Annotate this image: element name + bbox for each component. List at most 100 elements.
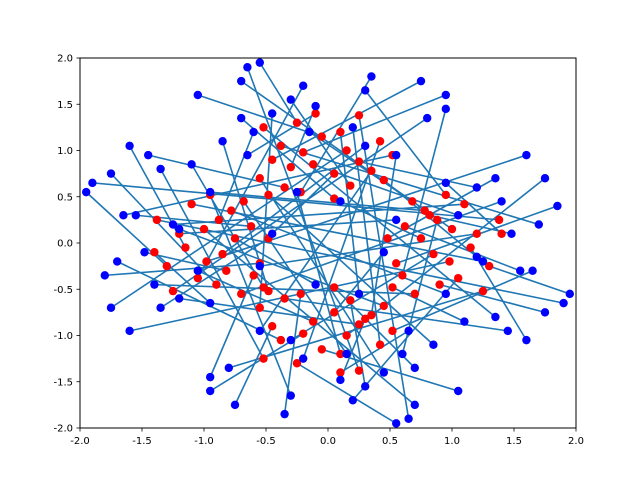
blue-point-81 [379, 248, 388, 257]
red-point-44 [346, 181, 355, 190]
red-point-25 [454, 273, 463, 283]
blue-point-2 [441, 289, 450, 299]
blue-point-3 [299, 81, 308, 90]
blue-point-8 [361, 141, 370, 151]
connection-line-19 [110, 173, 217, 286]
blue-point-28 [150, 280, 159, 289]
connection-line-94 [246, 112, 317, 156]
connection-line-60 [302, 94, 447, 154]
red-point-89 [425, 211, 434, 220]
red-point-77 [354, 320, 364, 329]
blue-point-55 [472, 183, 481, 192]
blue-point-74 [193, 266, 202, 275]
red-point-53 [375, 137, 385, 146]
blue-point-25 [348, 396, 357, 405]
connection-line-82 [209, 332, 304, 392]
y-tick-label-8: 2.0 [57, 54, 73, 65]
blue-point-19 [106, 169, 116, 178]
red-point-42 [447, 224, 457, 234]
blue-point-0 [131, 211, 140, 220]
y-tick-label-6: 1.0 [57, 146, 73, 157]
blue-point-67 [280, 409, 289, 419]
x-tick-label-6: 1.0 [444, 436, 460, 447]
blue-point-69 [113, 257, 122, 266]
red-point-39 [466, 243, 475, 252]
blue-point-41 [540, 308, 550, 317]
blue-point-70 [292, 187, 302, 197]
red-point-90 [286, 162, 295, 172]
blue-point-59 [268, 229, 277, 238]
connection-line-63 [271, 80, 422, 161]
connection-line-80 [246, 66, 360, 371]
blue-point-39 [522, 335, 531, 345]
red-point-95 [336, 368, 345, 377]
red-point-74 [308, 317, 318, 326]
connection-line-95 [339, 330, 410, 374]
red-point-34 [478, 286, 488, 296]
red-point-16 [202, 257, 211, 266]
red-point-8 [218, 249, 227, 259]
blue-point-27 [361, 86, 370, 95]
blue-point-73 [392, 419, 401, 428]
connection-line-81 [333, 251, 385, 313]
blue-point-24 [206, 187, 215, 197]
red-point-0 [246, 222, 256, 231]
blue-point-76 [410, 363, 419, 373]
connection-line-44 [290, 99, 351, 187]
red-point-73 [292, 359, 302, 368]
blue-point-20 [410, 400, 419, 410]
connection-line-72 [259, 113, 273, 308]
connection-line-58 [358, 115, 410, 419]
red-point-11 [214, 215, 224, 225]
y-axis: -2.0 -1.5 -1.0 -0.5 0.0 0.5 1.0 1.5 2.0 [53, 54, 80, 435]
blue-point-31 [168, 220, 178, 229]
red-point-2 [227, 206, 236, 215]
red-point-43 [388, 283, 397, 292]
connection-line-43 [392, 286, 465, 323]
x-tick-label-0: -2.0 [70, 436, 90, 447]
y-tick-label-1: -1.5 [53, 377, 73, 388]
connection-line-21 [190, 163, 265, 288]
red-point-68 [367, 310, 376, 320]
blue-point-5 [286, 391, 295, 400]
blue-point-72 [268, 109, 277, 118]
x-tick-label-7: 1.5 [506, 436, 522, 447]
red-point-40 [408, 197, 417, 206]
blue-point-68 [392, 150, 401, 160]
red-point-3 [193, 273, 202, 283]
red-point-71 [388, 326, 397, 336]
red-point-61 [317, 132, 326, 141]
connection-line-49 [123, 154, 393, 217]
connection-line-56 [263, 126, 496, 318]
connection-line-86 [346, 177, 546, 337]
connection-line-79 [284, 297, 508, 332]
x-tick-label-3: -0.5 [256, 436, 276, 447]
blue-point-61 [193, 90, 202, 100]
blue-point-11 [249, 127, 258, 137]
plot-area [82, 58, 574, 428]
connection-line-71 [392, 270, 533, 332]
blue-point-35 [441, 104, 450, 114]
connection-lines [85, 62, 571, 425]
red-point-52 [308, 160, 318, 169]
blue-point-23 [553, 201, 562, 211]
red-point-86 [342, 331, 351, 340]
connection-line-18 [243, 200, 348, 355]
blue-point-93 [441, 178, 450, 188]
red-point-51 [292, 118, 302, 127]
connection-line-78 [159, 168, 265, 360]
y-tick-label-3: -0.5 [53, 285, 73, 296]
y-tick-label-4: 0.0 [57, 239, 73, 250]
blue-point-87 [218, 137, 227, 146]
red-point-46 [367, 166, 376, 176]
blue-point-82 [206, 386, 215, 396]
connection-line-41 [439, 283, 546, 314]
red-point-36 [494, 215, 504, 225]
blue-point-4 [392, 215, 401, 225]
blue-point-57 [144, 150, 153, 160]
blue-point-45 [367, 72, 376, 81]
blue-point-84 [175, 224, 184, 234]
red-point-70 [336, 349, 345, 359]
red-point-76 [330, 283, 339, 292]
